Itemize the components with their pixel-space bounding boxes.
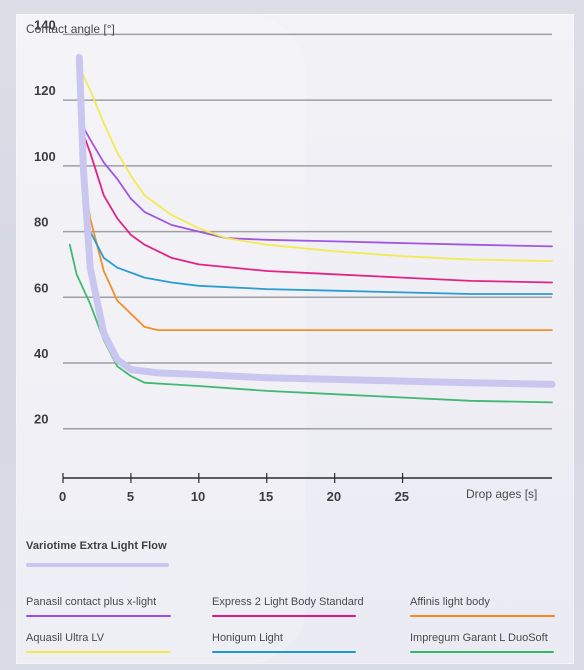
series-line bbox=[68, 243, 553, 404]
x-tick-label: 10 bbox=[191, 489, 205, 504]
legend-item-impregum: Impregum Garant L DuoSoft bbox=[410, 632, 554, 653]
legend-main-label: Variotime Extra Light Flow bbox=[26, 540, 167, 552]
series-line bbox=[78, 112, 553, 295]
y-tick-label: 100 bbox=[34, 149, 56, 164]
y-tick-label: 140 bbox=[34, 17, 56, 32]
x-tick-label: 25 bbox=[395, 489, 409, 504]
legend-item-panasil: Panasil contact plus x-light bbox=[26, 596, 171, 617]
series-line bbox=[78, 125, 553, 331]
legend-swatch-aquasil bbox=[26, 651, 171, 653]
legend-swatch-affinis bbox=[410, 615, 555, 617]
series-line-highlight bbox=[75, 53, 556, 388]
series-line bbox=[78, 119, 553, 248]
y-tick-label: 60 bbox=[34, 280, 48, 295]
legend-item-label: Honigum Light bbox=[212, 632, 283, 644]
legend-item-express2: Express 2 Light Body Standard bbox=[212, 596, 384, 617]
x-axis-label: Drop ages [s] bbox=[466, 487, 538, 501]
y-tick-label: 80 bbox=[34, 215, 48, 230]
legend-swatch-panasil bbox=[26, 615, 171, 617]
chart-area: 20 40 60 80 100 120 140 0 5 10 15 20 25 Contact angl… bbox=[26, 17, 556, 504]
legend-item-aquasil: Aquasil Ultra LV bbox=[26, 632, 171, 653]
legend-item-label: Aquasil Ultra LV bbox=[26, 632, 105, 644]
chart-panel bbox=[16, 14, 574, 664]
legend-swatch-express2 bbox=[212, 615, 356, 617]
legend-item-label: Panasil contact plus x-light bbox=[26, 596, 157, 608]
x-tick-label: 20 bbox=[327, 489, 341, 504]
x-tick-label: 15 bbox=[259, 489, 273, 504]
legend-main-series: Variotime Extra Light Flow bbox=[26, 540, 196, 567]
y-tick-label: 120 bbox=[34, 83, 56, 98]
y-axis-label: Contact angle [°] bbox=[26, 22, 115, 36]
legend-main-swatch bbox=[26, 563, 169, 567]
legend-item-honigum: Honigum Light bbox=[212, 632, 356, 653]
x-tick-label: 0 bbox=[59, 489, 66, 504]
series-line bbox=[78, 66, 553, 262]
y-tick-label: 20 bbox=[34, 412, 48, 427]
x-tick-label: 5 bbox=[127, 489, 134, 504]
series-line bbox=[78, 122, 553, 284]
contact-angle-chart: 20 40 60 80 100 120 140 0 5 10 15 20 25 bbox=[34, 17, 556, 504]
y-tick-label: 40 bbox=[34, 346, 48, 361]
legend-swatch-impregum bbox=[410, 651, 554, 653]
legend-swatch-honigum bbox=[212, 651, 356, 653]
legend-item-label: Impregum Garant L DuoSoft bbox=[410, 632, 548, 644]
legend-item-affinis: Affinis light body bbox=[410, 596, 555, 617]
legend-item-label: Express 2 Light Body Standard bbox=[212, 596, 364, 608]
legend-item-label: Affinis light body bbox=[410, 596, 490, 608]
